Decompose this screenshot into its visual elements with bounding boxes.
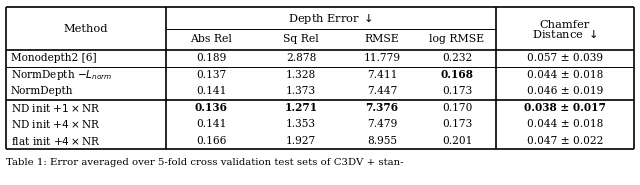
Text: 1.373: 1.373 xyxy=(286,86,316,96)
Text: ND init $+1\times$NR: ND init $+1\times$NR xyxy=(11,102,100,114)
Text: 0.170: 0.170 xyxy=(442,103,472,113)
Text: 0.044 ± 0.018: 0.044 ± 0.018 xyxy=(527,70,603,80)
Text: 0.173: 0.173 xyxy=(442,86,472,96)
Text: 0.166: 0.166 xyxy=(196,136,226,146)
Text: 0.046 ± 0.019: 0.046 ± 0.019 xyxy=(527,86,603,96)
Text: 1.328: 1.328 xyxy=(286,70,316,80)
Text: 0.047 ± 0.022: 0.047 ± 0.022 xyxy=(527,136,603,146)
Text: Sq Rel: Sq Rel xyxy=(283,34,319,45)
Text: Distance $\downarrow$: Distance $\downarrow$ xyxy=(532,27,598,40)
Text: 0.173: 0.173 xyxy=(442,119,472,129)
Text: 0.141: 0.141 xyxy=(196,119,226,129)
Text: 2.878: 2.878 xyxy=(286,53,316,63)
Text: RMSE: RMSE xyxy=(365,34,399,45)
Text: 0.232: 0.232 xyxy=(442,53,472,63)
Text: 8.955: 8.955 xyxy=(367,136,397,146)
Text: 1.353: 1.353 xyxy=(286,119,316,129)
Text: Depth Error $\downarrow$: Depth Error $\downarrow$ xyxy=(289,11,374,26)
Text: NormDepth $-L_{norm}$: NormDepth $-L_{norm}$ xyxy=(11,68,113,82)
Text: 0.136: 0.136 xyxy=(195,102,227,113)
Text: Abs Rel: Abs Rel xyxy=(190,34,232,45)
Text: Monodepth2 [6]: Monodepth2 [6] xyxy=(11,53,97,63)
Text: 0.044 ± 0.018: 0.044 ± 0.018 xyxy=(527,119,603,129)
Text: 7.447: 7.447 xyxy=(367,86,397,96)
Text: Table 1: Error averaged over 5-fold cross validation test sets of C3DV + stan-: Table 1: Error averaged over 5-fold cros… xyxy=(6,158,403,167)
Text: flat init $+4\times$NR: flat init $+4\times$NR xyxy=(11,135,100,147)
Text: ND init $+4\times$NR: ND init $+4\times$NR xyxy=(11,118,100,130)
Text: 0.057 ± 0.039: 0.057 ± 0.039 xyxy=(527,53,603,63)
Text: 7.376: 7.376 xyxy=(365,102,399,113)
Text: 1.271: 1.271 xyxy=(284,102,317,113)
Text: log RMSE: log RMSE xyxy=(429,34,484,45)
Text: 7.479: 7.479 xyxy=(367,119,397,129)
Text: 0.201: 0.201 xyxy=(442,136,472,146)
Text: 0.141: 0.141 xyxy=(196,86,226,96)
Text: 0.038 ± 0.017: 0.038 ± 0.017 xyxy=(524,102,606,113)
Text: 0.189: 0.189 xyxy=(196,53,226,63)
Text: Method: Method xyxy=(64,23,108,33)
Text: 7.411: 7.411 xyxy=(367,70,397,80)
Text: 1.927: 1.927 xyxy=(286,136,316,146)
Text: 0.168: 0.168 xyxy=(440,69,474,80)
Text: 11.779: 11.779 xyxy=(364,53,401,63)
Text: Chamfer: Chamfer xyxy=(540,21,590,31)
Text: NormDepth: NormDepth xyxy=(11,86,74,96)
Text: 0.137: 0.137 xyxy=(196,70,226,80)
